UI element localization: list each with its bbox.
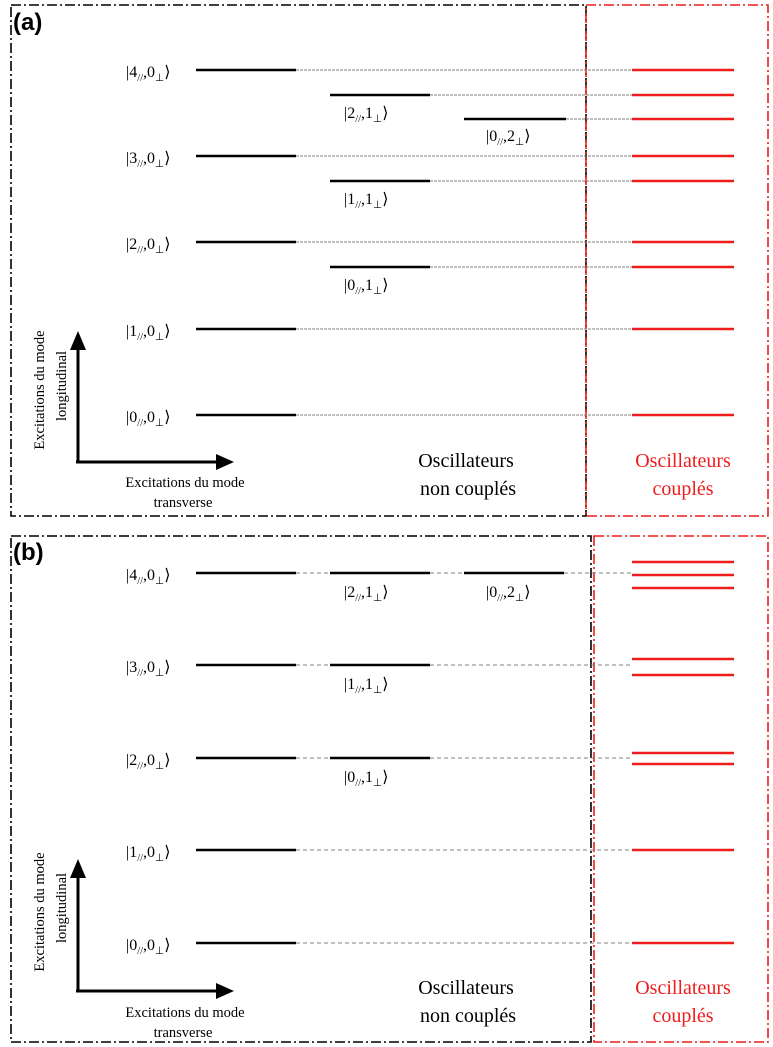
right-arrow-icon	[216, 454, 234, 470]
ket-label: |4//,0⊥⟩	[126, 64, 170, 84]
up-arrow-icon	[70, 331, 86, 350]
x-axis-label-line2: transverse	[154, 495, 213, 511]
ket-label: |4//,0⊥⟩	[126, 567, 170, 587]
y-axis-label-line2: longitudinal	[54, 873, 70, 943]
panel-b-uncoupled-frame	[10, 535, 592, 1043]
ket-label: |0//,1⊥⟩	[344, 769, 388, 789]
ket-label: |1//,0⊥⟩	[126, 844, 170, 864]
panel-b: (b)	[10, 535, 769, 1043]
ket-label: |1//,0⊥⟩	[126, 323, 170, 343]
coupled-caption-line2: couplés	[652, 1005, 713, 1027]
ket-label: |0//,2⊥⟩	[486, 584, 530, 604]
x-axis-label-line1: Excitations du mode	[125, 475, 244, 491]
panel-a-uncoupled-frame	[10, 4, 587, 517]
panel-b-coupled-levels	[632, 560, 734, 945]
panel-a-ket-labels: |4//,0⊥⟩ |3//,0⊥⟩ |2//,0⊥⟩ |1//,0⊥⟩ |0//…	[126, 64, 170, 429]
panel-b-connectors	[296, 572, 632, 944]
panel-a: (a)	[10, 4, 769, 517]
panel-b-label: (b)	[13, 539, 44, 566]
panel-a-connectors	[296, 69, 632, 416]
coupled-caption-line1: Oscillateurs	[635, 977, 731, 999]
ket-label: |2//,0⊥⟩	[126, 236, 170, 256]
panel-a-label: (a)	[13, 9, 42, 36]
ket-label: |3//,0⊥⟩	[126, 659, 170, 679]
uncoupled-caption-line2: non couplés	[420, 478, 516, 500]
ket-label: |0//,1⊥⟩	[344, 277, 388, 297]
ket-label: |2//,1⊥⟩	[344, 105, 388, 125]
panel-b-coupled-frame	[593, 535, 769, 1043]
panel-a-axes: Excitations du mode longitudinal Excitat…	[32, 330, 245, 511]
x-axis-label-line2: transverse	[154, 1025, 213, 1041]
uncoupled-caption-line1: Oscillateurs	[418, 977, 514, 999]
panel-a-longitudinal-levels	[196, 68, 296, 417]
right-arrow-icon	[216, 983, 234, 999]
coupled-caption-line2: couplés	[652, 478, 713, 500]
x-axis-label-line1: Excitations du mode	[125, 1005, 244, 1021]
up-arrow-icon	[70, 859, 86, 878]
uncoupled-caption-line2: non couplés	[420, 1005, 516, 1027]
ket-label: |1//,1⊥⟩	[344, 676, 388, 696]
ket-label: |3//,0⊥⟩	[126, 150, 170, 170]
y-axis-label-line1: Excitations du mode	[32, 330, 48, 449]
panel-b-longitudinal-levels	[196, 571, 296, 945]
panel-b-ket-labels: |4//,0⊥⟩ |3//,0⊥⟩ |2//,0⊥⟩ |1//,0⊥⟩ |0//…	[126, 567, 170, 957]
panel-a-coupled-frame	[585, 4, 769, 517]
y-axis-label-line1: Excitations du mode	[32, 852, 48, 971]
ket-label: |0//,0⊥⟩	[126, 409, 170, 429]
panel-b-transverse-ket-labels: |2//,1⊥⟩ |0//,2⊥⟩ |1//,1⊥⟩ |0//,1⊥⟩	[344, 584, 530, 789]
panel-a-coupled-levels	[632, 68, 734, 417]
ket-label: |0//,2⊥⟩	[486, 128, 530, 148]
y-axis-label-line2: longitudinal	[54, 351, 70, 421]
ket-label: |0//,0⊥⟩	[126, 937, 170, 957]
panel-b-axes: Excitations du mode longitudinal Excitat…	[32, 852, 245, 1041]
coupled-caption-line1: Oscillateurs	[635, 450, 731, 472]
uncoupled-caption-line1: Oscillateurs	[418, 450, 514, 472]
ket-label: |2//,1⊥⟩	[344, 584, 388, 604]
panel-b-transverse-levels	[330, 571, 564, 760]
ket-label: |1//,1⊥⟩	[344, 191, 388, 211]
panel-a-transverse-levels	[330, 93, 566, 269]
ket-label: |2//,0⊥⟩	[126, 752, 170, 772]
